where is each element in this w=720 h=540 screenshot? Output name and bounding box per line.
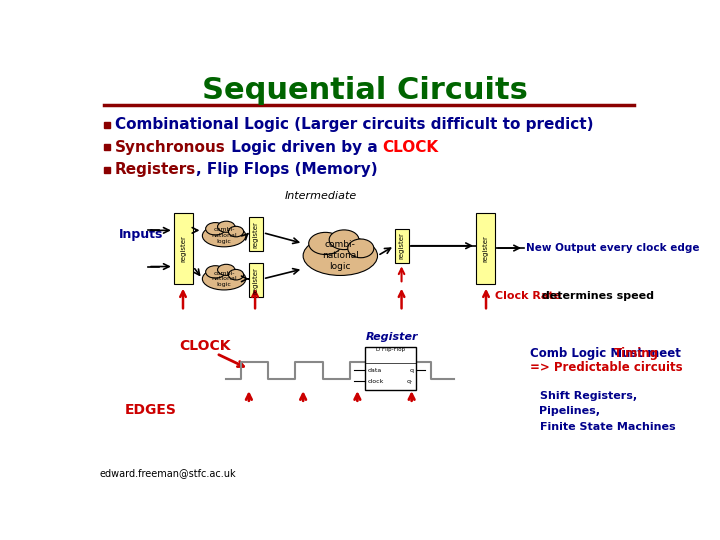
Bar — [174, 213, 193, 284]
Ellipse shape — [228, 226, 243, 237]
Text: combi-
national
logic: combi- national logic — [211, 227, 237, 244]
Bar — [476, 213, 495, 284]
Text: Sequential Circuits: Sequential Circuits — [202, 76, 528, 105]
Bar — [249, 264, 263, 298]
Text: Finite State Machines: Finite State Machines — [539, 422, 675, 431]
Text: combi-
national
logic: combi- national logic — [211, 271, 237, 287]
Text: Pipelines,: Pipelines, — [539, 406, 600, 416]
Text: CLOCK: CLOCK — [179, 339, 230, 353]
Text: => Predictable circuits: => Predictable circuits — [530, 361, 683, 374]
Text: Synchronous: Synchronous — [114, 140, 225, 154]
Text: q-: q- — [407, 379, 413, 384]
Text: Register: Register — [366, 332, 418, 342]
Text: Intermediate: Intermediate — [285, 191, 357, 201]
Text: register: register — [482, 235, 489, 262]
Text: edward.freeman@stfc.ac.uk: edward.freeman@stfc.ac.uk — [99, 468, 236, 478]
Text: New Output every clock edge: New Output every clock edge — [526, 243, 700, 253]
Ellipse shape — [329, 230, 359, 249]
Ellipse shape — [217, 221, 235, 232]
Text: register: register — [399, 232, 405, 259]
Text: Shift Registers,: Shift Registers, — [539, 391, 636, 401]
Ellipse shape — [217, 264, 235, 275]
Bar — [249, 217, 263, 251]
Bar — [365, 347, 415, 390]
Bar — [395, 229, 408, 262]
Ellipse shape — [202, 225, 246, 247]
Text: register: register — [181, 235, 186, 262]
Ellipse shape — [202, 268, 246, 290]
Ellipse shape — [206, 266, 225, 278]
Text: Registers: Registers — [114, 162, 196, 177]
Text: , Flip Flops (Memory): , Flip Flops (Memory) — [196, 162, 378, 177]
Text: Comb Logic Must meet: Comb Logic Must meet — [530, 347, 685, 360]
Text: Inputs: Inputs — [119, 228, 163, 241]
Text: q: q — [409, 368, 413, 373]
Text: clock: clock — [367, 379, 384, 384]
Text: register: register — [253, 267, 259, 294]
Text: data: data — [367, 368, 382, 373]
Text: combi-
national
logic: combi- national logic — [322, 240, 359, 272]
Ellipse shape — [309, 232, 342, 254]
Text: EDGES: EDGES — [125, 403, 176, 417]
Text: register: register — [253, 221, 259, 248]
Text: determines speed: determines speed — [538, 291, 654, 301]
Ellipse shape — [228, 269, 243, 280]
Text: CLOCK: CLOCK — [382, 140, 438, 154]
Ellipse shape — [206, 222, 225, 235]
Text: Timing: Timing — [614, 347, 659, 360]
Text: D Flip-Flop: D Flip-Flop — [376, 347, 405, 352]
Ellipse shape — [348, 239, 374, 258]
Text: Clock Rate: Clock Rate — [495, 291, 562, 301]
Text: Combinational Logic (Larger circuits difficult to predict): Combinational Logic (Larger circuits dif… — [114, 117, 593, 132]
Ellipse shape — [303, 236, 377, 275]
Text: Logic driven by a: Logic driven by a — [225, 140, 382, 154]
